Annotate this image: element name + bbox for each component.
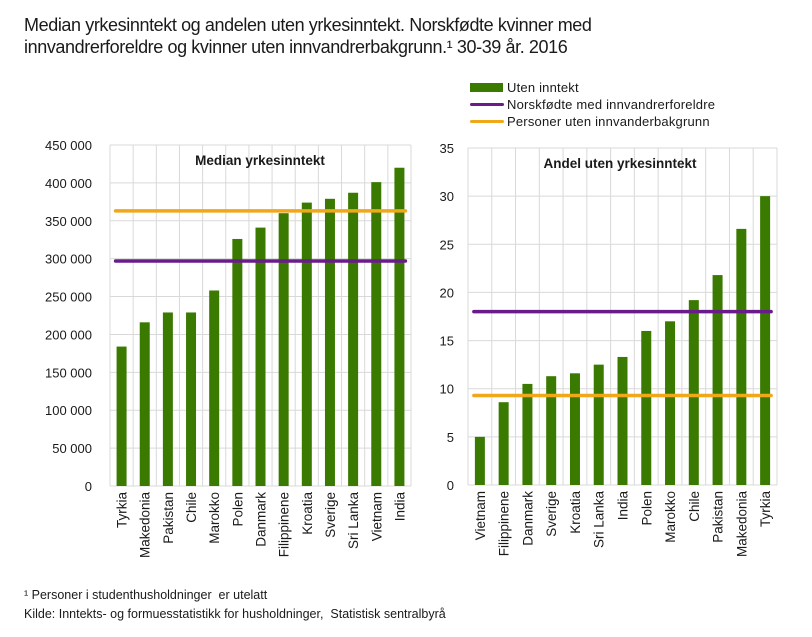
chart-title-line-1: Median yrkesinntekt og andelen uten yrke… bbox=[24, 15, 592, 35]
bar bbox=[209, 290, 220, 486]
x-tick-label: Chile bbox=[184, 492, 199, 523]
y-tick-label: 35 bbox=[440, 141, 454, 156]
bar bbox=[498, 402, 509, 485]
y-tick-label: 250 000 bbox=[45, 290, 92, 305]
x-tick-label: Marokko bbox=[207, 492, 222, 544]
y-tick-label: 400 000 bbox=[45, 176, 92, 191]
bar bbox=[569, 373, 580, 485]
chart-title-line-2: innvandrerforeldre og kvinner uten innva… bbox=[24, 37, 568, 57]
legend-item-uten-innvandrerbakgrunn: Personer uten innvanderbakgrunn bbox=[470, 113, 715, 130]
bar bbox=[641, 330, 652, 485]
y-tick-label: 350 000 bbox=[45, 214, 92, 229]
x-tick-label: Pakistan bbox=[711, 491, 726, 543]
x-tick-label: Polen bbox=[639, 491, 654, 526]
y-tick-label: 10 bbox=[440, 382, 454, 397]
bar bbox=[760, 196, 771, 485]
bar bbox=[162, 312, 173, 486]
chart-andel-uten-yrkesinntekt: 0 5 10 15 20 25 30 35 Andel uten yrkesinntekt Vie… bbox=[440, 141, 778, 558]
legend-swatch-bar bbox=[470, 83, 503, 92]
y-tick-label: 200 000 bbox=[45, 327, 92, 342]
x-tick-label: Tyrkia bbox=[758, 491, 773, 527]
x-tick-label: India bbox=[392, 492, 407, 522]
bar bbox=[301, 202, 312, 486]
y-tick-label: 50 000 bbox=[52, 441, 92, 456]
legend-label: Norskfødte med innvandrerforeldre bbox=[507, 97, 716, 112]
legend-label: Uten inntekt bbox=[507, 80, 579, 95]
y-tick-label: 150 000 bbox=[45, 365, 92, 380]
subplot-title: Andel uten yrkesinntekt bbox=[543, 156, 697, 171]
bar bbox=[232, 238, 243, 486]
bar bbox=[394, 167, 405, 486]
bar bbox=[546, 376, 557, 485]
x-tick-label: Polen bbox=[230, 492, 245, 527]
footnote: ¹ Personer i studenthusholdninger er ute… bbox=[24, 588, 268, 602]
y-tick-label: 450 000 bbox=[45, 138, 92, 153]
bar bbox=[522, 383, 533, 485]
y-tick-label: 100 000 bbox=[45, 403, 92, 418]
y-tick-label: 5 bbox=[447, 430, 454, 445]
y-tick-label: 300 000 bbox=[45, 252, 92, 267]
x-tick-label: Kroatia bbox=[568, 491, 583, 534]
legend-item-norskfodte: Norskfødte med innvandrerforeldre bbox=[470, 96, 715, 113]
x-tick-label: Filippinene bbox=[277, 492, 292, 557]
x-tick-label: Danmark bbox=[520, 491, 535, 546]
chart-median-yrkesinntekt: 0 50 000 100 000 150 000 200 000 250 000 300 0… bbox=[45, 138, 412, 559]
legend-swatch-orange-line bbox=[470, 120, 504, 123]
bar bbox=[688, 300, 699, 485]
y-tick-label: 20 bbox=[440, 285, 454, 300]
x-tick-label: Pakistan bbox=[161, 492, 176, 544]
bar bbox=[139, 322, 150, 486]
x-tick-label: Marokko bbox=[663, 491, 678, 543]
bar bbox=[278, 213, 289, 486]
bar bbox=[665, 321, 676, 485]
legend: Uten inntekt Norskfødte med innvandrerfo… bbox=[470, 79, 715, 130]
x-tick-label: Sri Lanka bbox=[346, 492, 361, 550]
bar bbox=[617, 356, 628, 485]
x-tick-label: Kroatia bbox=[300, 492, 315, 535]
x-tick-label: Filippinene bbox=[497, 491, 512, 556]
y-tick-label: 0 bbox=[447, 478, 454, 493]
bar bbox=[255, 227, 266, 486]
bar bbox=[324, 198, 335, 486]
chart-title: Median yrkesinntekt og andelen uten yrke… bbox=[24, 14, 804, 58]
bar bbox=[348, 192, 359, 487]
bar bbox=[736, 228, 747, 485]
y-tick-label: 15 bbox=[440, 334, 454, 349]
x-tick-label: Sverige bbox=[544, 491, 559, 537]
y-tick-label: 30 bbox=[440, 189, 454, 204]
x-tick-label: Sverige bbox=[323, 492, 338, 538]
x-tick-label: Makedonia bbox=[138, 492, 153, 559]
x-tick-label: Chile bbox=[687, 491, 702, 522]
legend-item-uten-inntekt: Uten inntekt bbox=[470, 79, 715, 96]
subplot-title: Median yrkesinntekt bbox=[195, 153, 325, 168]
x-tick-label: Makedonia bbox=[734, 491, 749, 558]
x-tick-label: Sri Lanka bbox=[592, 491, 607, 549]
bar bbox=[186, 312, 197, 486]
x-tick-label: Danmark bbox=[254, 492, 269, 547]
bar bbox=[371, 182, 382, 486]
source-note: Kilde: Inntekts- og formuesstatistikk fo… bbox=[24, 607, 446, 621]
legend-label: Personer uten innvanderbakgrunn bbox=[507, 114, 710, 129]
x-tick-label: Tyrkia bbox=[115, 492, 130, 528]
bar bbox=[474, 436, 485, 485]
notes: ¹ Personer i studenthusholdninger er ute… bbox=[24, 586, 446, 624]
bar bbox=[712, 275, 723, 485]
x-tick-label: India bbox=[616, 491, 631, 521]
legend-swatch-purple-line bbox=[470, 103, 504, 106]
x-tick-label: Vietnam bbox=[473, 491, 488, 540]
y-tick-label: 0 bbox=[85, 479, 92, 494]
y-tick-label: 25 bbox=[440, 237, 454, 252]
bar bbox=[593, 364, 604, 485]
bar bbox=[116, 346, 127, 486]
x-tick-label: Vietnam bbox=[369, 492, 384, 541]
